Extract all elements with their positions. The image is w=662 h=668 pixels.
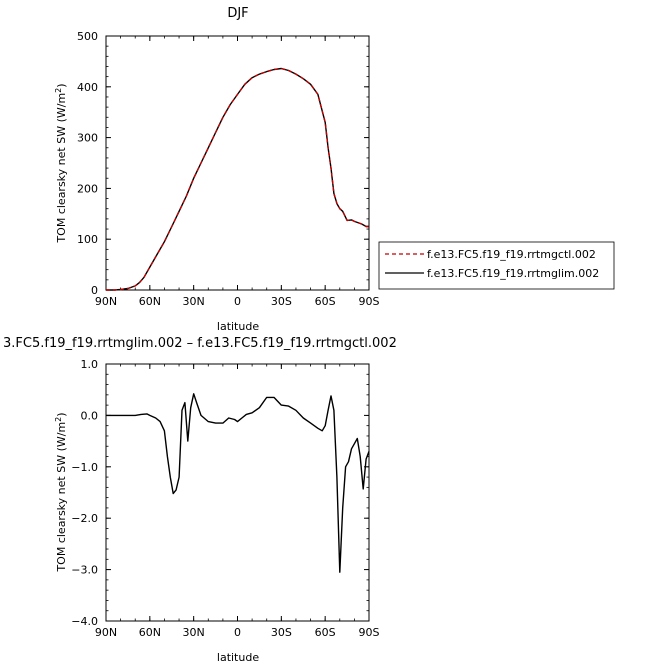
series-line [106, 67, 369, 291]
x-tick-label: 60N [139, 626, 161, 639]
legend-label-ctl: f.e13.FC5.f19_f19.rrtmgctl.002 [427, 248, 596, 261]
x-tick-label: 0 [234, 626, 241, 639]
x-tick-label: 60N [139, 295, 161, 308]
x-tick-label: 0 [234, 295, 241, 308]
top-plot: DJF 90N 60N 30N 0 30S 60S 90S 0 100 200 300 400 500… [54, 6, 380, 333]
x-tick-label: 30N [183, 295, 205, 308]
y-tick-label: −2.0 [71, 512, 98, 525]
y-tick-label: 400 [77, 81, 98, 94]
bottom-y-axis-label: TOM clearsky net SW (W/m2) [54, 412, 68, 572]
top-x-axis: 90N 60N 30N 0 30S 60S 90S [95, 36, 380, 308]
bottom-y-axis: 1.0 0.0 −1.0 −2.0 −3.0 −4.0 [71, 358, 369, 628]
top-y-axis-label: TOM clearsky net SW (W/m2) [54, 83, 68, 243]
bottom-plot-title: 3.FC5.f19_f19.rrtmglim.002 – f.e13.FC5.f… [3, 336, 397, 351]
bottom-x-axis-label: latitude [217, 651, 259, 664]
y-tick-label: 0.0 [81, 409, 99, 422]
legend-box [378, 241, 615, 290]
x-tick-label: 60S [315, 295, 336, 308]
y-tick-label: 0 [91, 284, 98, 297]
legend: f.e13.FC5.f19_f19.rrtmgctl.002 f.e13.FC5… [378, 241, 615, 290]
series-line [106, 393, 370, 573]
top-plot-frame [105, 35, 370, 291]
top-y-axis: 0 100 200 300 400 500 [77, 30, 369, 297]
x-tick-label: 90S [359, 295, 380, 308]
y-tick-label: −4.0 [71, 615, 98, 628]
x-tick-label: 30S [271, 626, 292, 639]
y-tick-label: 500 [77, 30, 98, 43]
y-tick-label: 100 [77, 233, 98, 246]
y-tick-label: 200 [77, 182, 98, 195]
x-tick-label: 60S [315, 626, 336, 639]
series-line [106, 67, 369, 291]
y-tick-label: 300 [77, 132, 98, 145]
x-tick-label: 30S [271, 295, 292, 308]
x-tick-label: 90S [359, 626, 380, 639]
top-plot-title: DJF [227, 6, 248, 21]
top-x-axis-label: latitude [217, 320, 259, 333]
y-tick-label: −1.0 [71, 461, 98, 474]
x-tick-label: 90N [95, 295, 117, 308]
top-series-group [106, 67, 369, 291]
y-tick-label: 1.0 [81, 358, 99, 371]
bottom-series-group [106, 393, 370, 573]
y-tick-label: −3.0 [71, 564, 98, 577]
x-tick-label: 30N [183, 626, 205, 639]
bottom-plot: 3.FC5.f19_f19.rrtmglim.002 – f.e13.FC5.f… [3, 336, 397, 664]
legend-label-lim: f.e13.FC5.f19_f19.rrtmglim.002 [427, 267, 599, 280]
x-tick-label: 90N [95, 626, 117, 639]
bottom-x-axis: 90N 60N 30N 0 30S 60S 90S [95, 364, 380, 639]
